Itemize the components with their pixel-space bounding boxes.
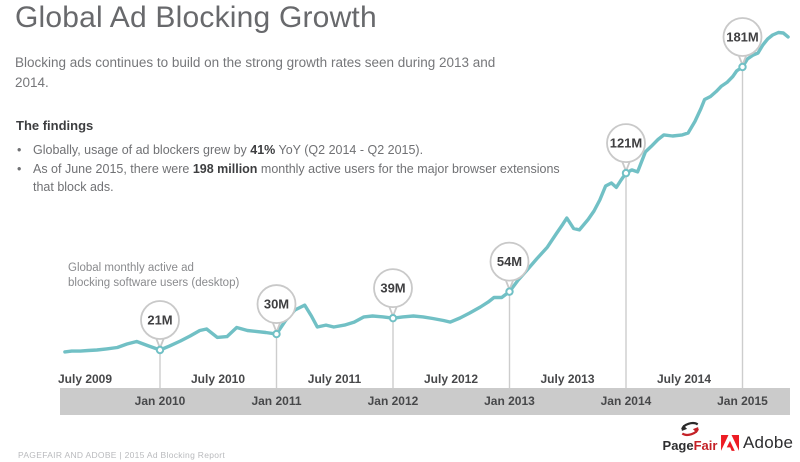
x-axis-label-jan: Jan 2014 bbox=[600, 394, 652, 408]
pagefair-logo: PageFair bbox=[662, 420, 718, 453]
milestone-marker bbox=[388, 313, 398, 323]
x-axis-label-jan: Jan 2013 bbox=[484, 394, 535, 408]
milestone-marker bbox=[272, 329, 281, 339]
x-axis-label-july: July 2010 bbox=[190, 372, 246, 386]
milestone-marker bbox=[738, 62, 747, 72]
growth-line-chart: 21M 30M 39M 54M 121M 181M bbox=[63, 17, 790, 388]
x-axis-label-july: July 2014 bbox=[656, 372, 712, 386]
x-axis-label-july: July 2013 bbox=[540, 372, 595, 386]
finding-text: monthly active users for the major brows… bbox=[257, 161, 560, 176]
finding-text: As of June 2015, there were bbox=[33, 161, 193, 176]
x-axis-label-july: July 2009 bbox=[57, 372, 113, 386]
pagefair-text-page: Page bbox=[662, 438, 694, 453]
subtitle: Blocking ads continues to build on the s… bbox=[15, 55, 496, 90]
pagefair-text-fair: Fair bbox=[693, 438, 718, 453]
x-axis-label-jan: Jan 2015 bbox=[717, 394, 768, 408]
findings-heading: The findings bbox=[16, 118, 94, 133]
pagefair-logo-text: PageFair bbox=[662, 438, 718, 453]
milestone-marker bbox=[155, 345, 165, 355]
milestone-marker bbox=[621, 168, 631, 178]
x-axis-label-july: July 2011 bbox=[307, 372, 362, 386]
x-axis-label-jan: Jan 2010 bbox=[134, 394, 186, 408]
finding-highlight: 41% bbox=[250, 143, 276, 157]
adobe-a-icon bbox=[721, 435, 739, 451]
page-title: Global Ad Blocking Growth bbox=[15, 1, 377, 34]
findings-list: Globally, usage of ad blockers grew by 4… bbox=[16, 141, 616, 197]
adobe-logo: Adobe bbox=[721, 433, 793, 453]
milestone-balloon bbox=[489, 241, 530, 282]
milestone-balloon bbox=[256, 284, 297, 324]
finding-bullet: As of June 2015, there were 198 million … bbox=[16, 160, 616, 197]
trend-line bbox=[63, 30, 790, 354]
x-axis-label-july: July 2012 bbox=[423, 372, 479, 386]
pagefair-swirl-icon bbox=[681, 422, 699, 436]
x-axis-jan-band: Jan 2010 Jan 2011 Jan 2012 Jan 2013 Jan 2014… bbox=[60, 388, 790, 415]
finding-text: that block ads. bbox=[33, 180, 114, 194]
finding-text: YoY (Q2 2014 - Q2 2015). bbox=[275, 143, 424, 157]
milestone-balloon bbox=[373, 268, 413, 309]
x-axis-label-jan: Jan 2011 bbox=[251, 394, 302, 408]
x-axis-july-row: July 2009 July 2010 July 2011 July 2012 July… bbox=[0, 372, 800, 388]
milestone-marker bbox=[505, 287, 514, 296]
report-credit: PAGEFAIR AND ADOBE | 2015 Ad Blocking Re… bbox=[18, 450, 226, 460]
finding-highlight: 198 million bbox=[192, 161, 258, 176]
finding-text: Globally, usage of ad blockers grew by bbox=[33, 143, 251, 157]
milestone-value-label: 181M bbox=[726, 29, 759, 44]
milestone-value-label: 121M bbox=[610, 136, 643, 151]
milestone-balloon bbox=[140, 300, 180, 340]
chart-annotation: Global monthly active ad blocking softwa… bbox=[68, 262, 240, 289]
milestone-balloon bbox=[606, 123, 646, 164]
milestone-balloon bbox=[722, 17, 763, 57]
finding-bullet: Globally, usage of ad blockers grew by 4… bbox=[16, 141, 616, 160]
milestone-value-label: 54M bbox=[497, 254, 522, 269]
milestone-value-label: 30M bbox=[264, 297, 289, 312]
adobe-logo-text: Adobe bbox=[743, 433, 794, 452]
x-axis-label-jan: Jan 2012 bbox=[367, 394, 419, 408]
milestone-value-label: 39M bbox=[380, 281, 405, 296]
milestone-value-label: 21M bbox=[147, 313, 172, 328]
